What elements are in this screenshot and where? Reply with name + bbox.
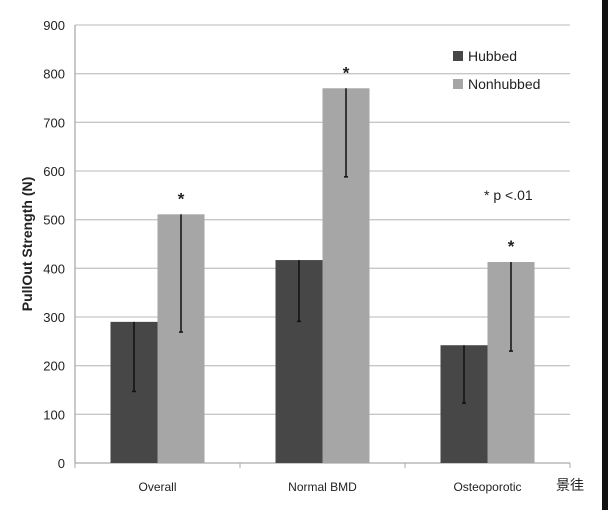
significance-mark: *: [508, 237, 515, 256]
legend-swatch: [453, 51, 463, 61]
legend-swatch: [453, 79, 463, 89]
y-tick-label: 900: [43, 18, 65, 33]
x-tick-label: Osteoporotic: [453, 480, 521, 494]
y-tick-label: 700: [43, 115, 65, 130]
x-tick-label: Normal BMD: [288, 480, 357, 494]
right-border: [602, 0, 608, 510]
significance-mark: *: [343, 63, 350, 82]
y-tick-label: 600: [43, 164, 65, 179]
y-tick-label: 200: [43, 359, 65, 374]
x-tick-label: Overall: [138, 480, 176, 494]
watermark: 景徍: [556, 477, 584, 493]
y-tick-label: 500: [43, 213, 65, 228]
y-tick-label: 400: [43, 261, 65, 276]
y-tick-label: 100: [43, 407, 65, 422]
y-tick-label: 300: [43, 310, 65, 325]
y-axis-label: PullOut Strength (N): [19, 177, 35, 312]
y-tick-label: 800: [43, 67, 65, 82]
significance-annotation: * p <.01: [484, 187, 533, 203]
y-tick-label: 0: [58, 456, 65, 471]
significance-mark: *: [178, 189, 185, 208]
legend-label: Hubbed: [468, 48, 517, 64]
legend-label: Nonhubbed: [468, 76, 540, 92]
